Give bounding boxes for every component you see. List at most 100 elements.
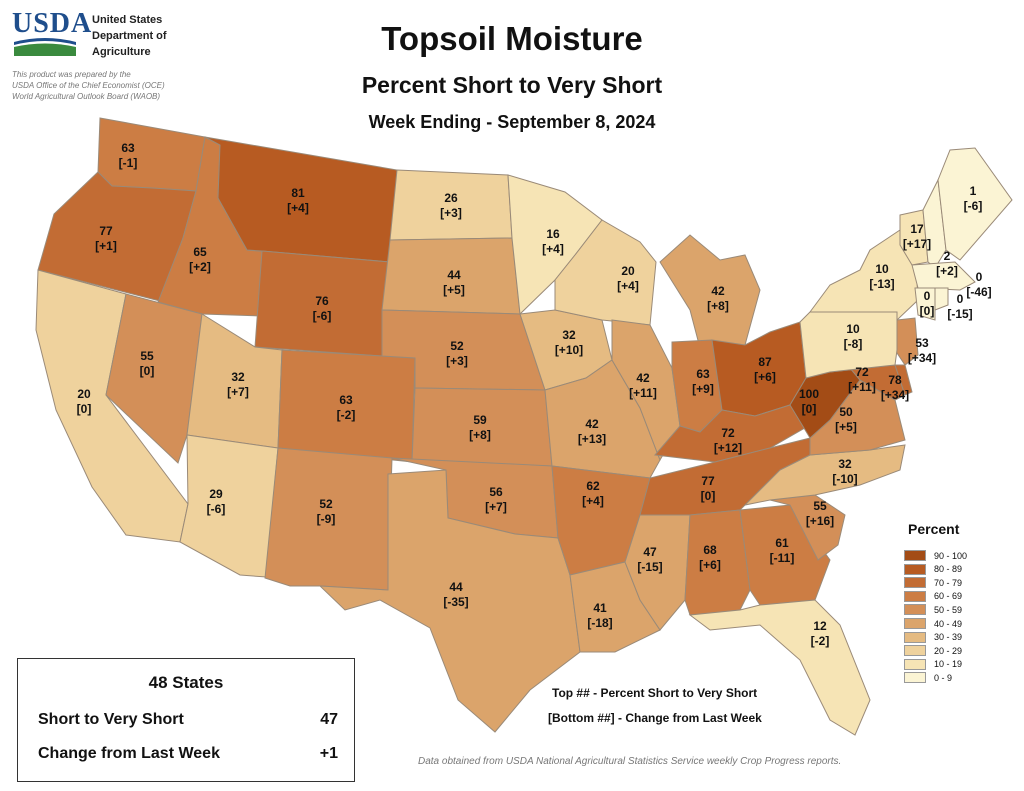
legend-title: Percent: [908, 521, 960, 537]
legend-swatch: [904, 645, 926, 657]
state-labels: 63[-1]77[+1]20[0]65[+2]55[0]81[+4]76[-6]…: [77, 141, 992, 648]
state-ri: [934, 287, 949, 311]
legend-item: 90 - 100: [904, 549, 967, 562]
usda-logo: USDA: [12, 8, 93, 39]
state-value-nh: 2: [944, 249, 951, 263]
short-label: Short to Very Short: [38, 711, 184, 728]
state-value-ky: 72: [721, 426, 735, 440]
state-change-ky: [+12]: [714, 441, 742, 455]
state-co: [277, 349, 416, 463]
state-change-fl: [-2]: [811, 634, 830, 648]
state-change-md: [+11]: [848, 380, 876, 394]
state-value-ct: 0: [924, 289, 931, 303]
state-value-la: 41: [593, 601, 607, 615]
state-value-ms: 47: [643, 545, 657, 559]
state-fl: [688, 599, 871, 736]
state-value-wi: 20: [621, 264, 635, 278]
state-ma: [911, 261, 976, 291]
state-value-al: 68: [703, 543, 717, 557]
state-change-ok: [+7]: [485, 500, 507, 514]
state-nd: [389, 169, 513, 241]
state-change-il: [+11]: [629, 386, 657, 400]
state-change-az: [-6]: [207, 502, 226, 516]
state-change-nh: [+2]: [936, 264, 958, 278]
legend-swatch: [904, 590, 926, 602]
legend-swatch: [904, 577, 926, 589]
map-subtitle: Percent Short to Very Short: [361, 72, 663, 98]
state-value-wv: 100: [799, 387, 819, 401]
state-change-ma: [-46]: [966, 285, 991, 299]
state-change-vt: [+17]: [903, 237, 931, 251]
state-value-mt: 81: [291, 186, 305, 200]
summary-box: 48 States Short to Very Short 47 Change …: [17, 658, 355, 782]
state-value-ia: 32: [562, 328, 576, 342]
state-change-nc: [-10]: [832, 472, 857, 486]
state-value-nc: 32: [838, 457, 852, 471]
state-change-mt: [+4]: [287, 201, 309, 215]
state-de: [894, 364, 913, 396]
state-value-sc: 55: [813, 499, 827, 513]
state-value-oh: 87: [758, 355, 772, 369]
state-change-in: [+9]: [692, 382, 714, 396]
legend-label: 10 - 19: [934, 659, 963, 670]
map-title: Topsoil Moisture: [381, 20, 643, 57]
legend-swatch: [904, 631, 926, 643]
state-change-id: [+2]: [189, 260, 211, 274]
state-mi: [659, 234, 761, 349]
state-value-ny: 10: [875, 262, 889, 276]
state-change-wa: [-1]: [119, 156, 138, 170]
state-value-ks: 59: [473, 413, 487, 427]
change-value: +1: [319, 745, 338, 762]
legend-item: 80 - 89: [904, 563, 962, 576]
agency-name: United States Department of Agriculture: [92, 14, 167, 58]
legend-swatch: [904, 563, 926, 575]
state-value-tx: 44: [449, 580, 463, 594]
state-change-ne: [+3]: [446, 354, 468, 368]
state-value-vt: 17: [910, 222, 924, 236]
legend-item: 10 - 19: [904, 658, 962, 671]
legend-swatch: [904, 618, 926, 629]
state-change-va: [+5]: [835, 420, 857, 434]
state-value-wa: 63: [121, 141, 135, 155]
state-vt: [899, 209, 929, 266]
state-change-nv: [0]: [140, 364, 155, 378]
state-change-nj: [+34]: [908, 351, 936, 365]
state-value-ca: 20: [77, 387, 91, 401]
state-change-ca: [0]: [77, 402, 92, 416]
state-ks: [411, 387, 553, 467]
legend-label: 30 - 39: [934, 632, 963, 643]
state-change-mo: [+13]: [578, 432, 606, 446]
state-value-ne: 52: [450, 339, 464, 353]
state-value-ga: 61: [775, 536, 789, 550]
state-tx: [318, 469, 581, 733]
state-change-al: [+6]: [699, 558, 721, 572]
state-change-ct: [0]: [920, 304, 935, 318]
state-ct: [914, 287, 936, 321]
state-change-pa: [-8]: [844, 337, 863, 351]
legend-label: 60 - 69: [934, 591, 963, 602]
summary-title: 48 States: [148, 673, 224, 692]
state-value-wy: 76: [315, 294, 329, 308]
legend-item: 70 - 79: [904, 576, 962, 589]
state-value-va: 50: [839, 405, 853, 419]
state-value-nd: 26: [444, 191, 458, 205]
legend-label: 40 - 49: [934, 618, 963, 629]
state-value-ar: 62: [586, 479, 600, 493]
state-nv: [105, 293, 203, 464]
state-value-ok: 56: [489, 485, 503, 499]
state-change-ut: [+7]: [227, 385, 249, 399]
legend-label: 70 - 79: [934, 577, 963, 588]
legend-label: 80 - 89: [934, 564, 963, 575]
state-value-pa: 10: [846, 322, 860, 336]
usda-logo-swoosh-icon: [14, 38, 76, 56]
state-change-ar: [+4]: [582, 494, 604, 508]
state-change-or: [+1]: [95, 239, 117, 253]
state-value-nv: 55: [140, 349, 154, 363]
state-change-tx: [-35]: [443, 595, 468, 609]
week-ending: Week Ending - September 8, 2024: [368, 112, 656, 132]
state-value-md: 72: [855, 365, 869, 379]
state-change-wy: [-6]: [313, 309, 332, 323]
state-change-nm: [-9]: [317, 512, 336, 526]
state-change-co: [-2]: [337, 408, 356, 422]
